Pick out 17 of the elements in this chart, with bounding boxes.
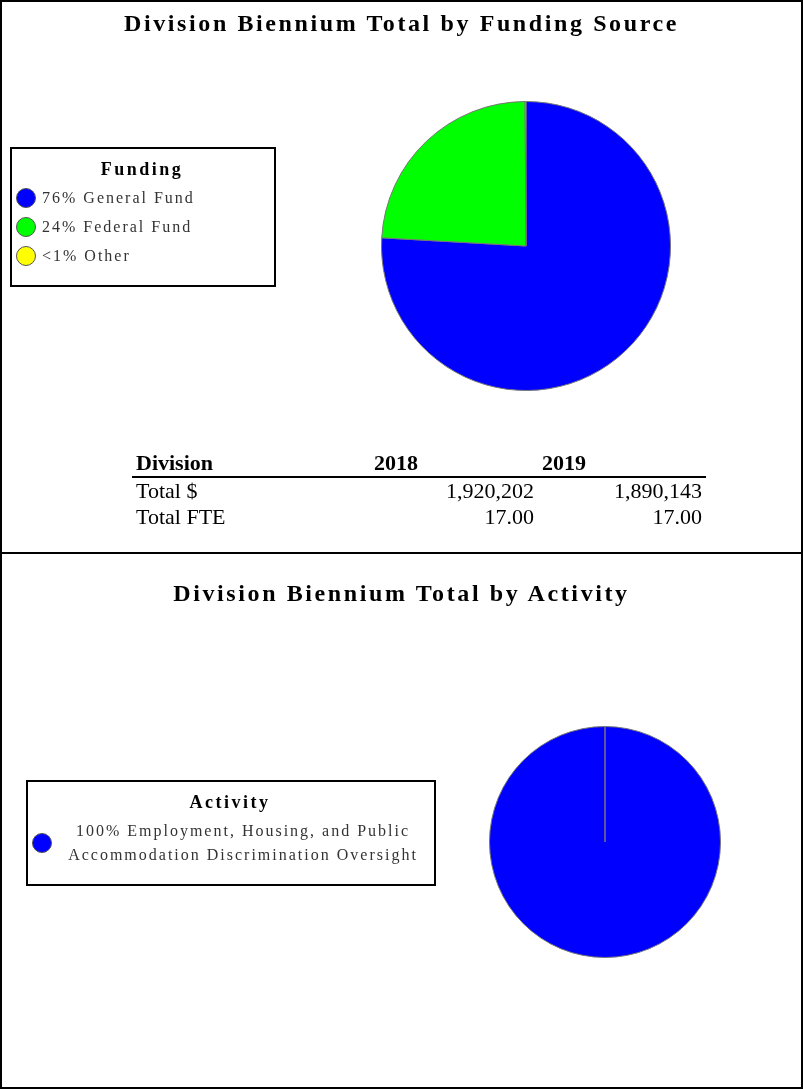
legend-title: Funding <box>99 159 185 180</box>
text: 2019 <box>541 450 587 477</box>
legend-title: Activity <box>188 792 272 813</box>
text: Total $ <box>135 477 199 504</box>
text: Division <box>135 450 215 477</box>
text: 1,890,143 <box>613 477 703 504</box>
chart-title: Division Biennium Total by Activity <box>172 580 631 607</box>
text: 17.00 <box>483 504 535 530</box>
text: Total FTE <box>135 504 227 530</box>
text: 17.00 <box>651 504 703 530</box>
text: 1,920,202 <box>445 477 535 504</box>
chart-title: Division Biennium Total by Funding Source <box>123 10 680 37</box>
legend-label: 100% Employment, Housing, and Public Accommodation Discrimination Oversight <box>67 821 419 866</box>
text: 2018 <box>373 450 419 477</box>
legend-label: 76% General Fund <box>42 188 195 208</box>
legend-label: <1% Other <box>42 246 131 266</box>
legend-label: 24% Federal Fund <box>42 217 193 237</box>
